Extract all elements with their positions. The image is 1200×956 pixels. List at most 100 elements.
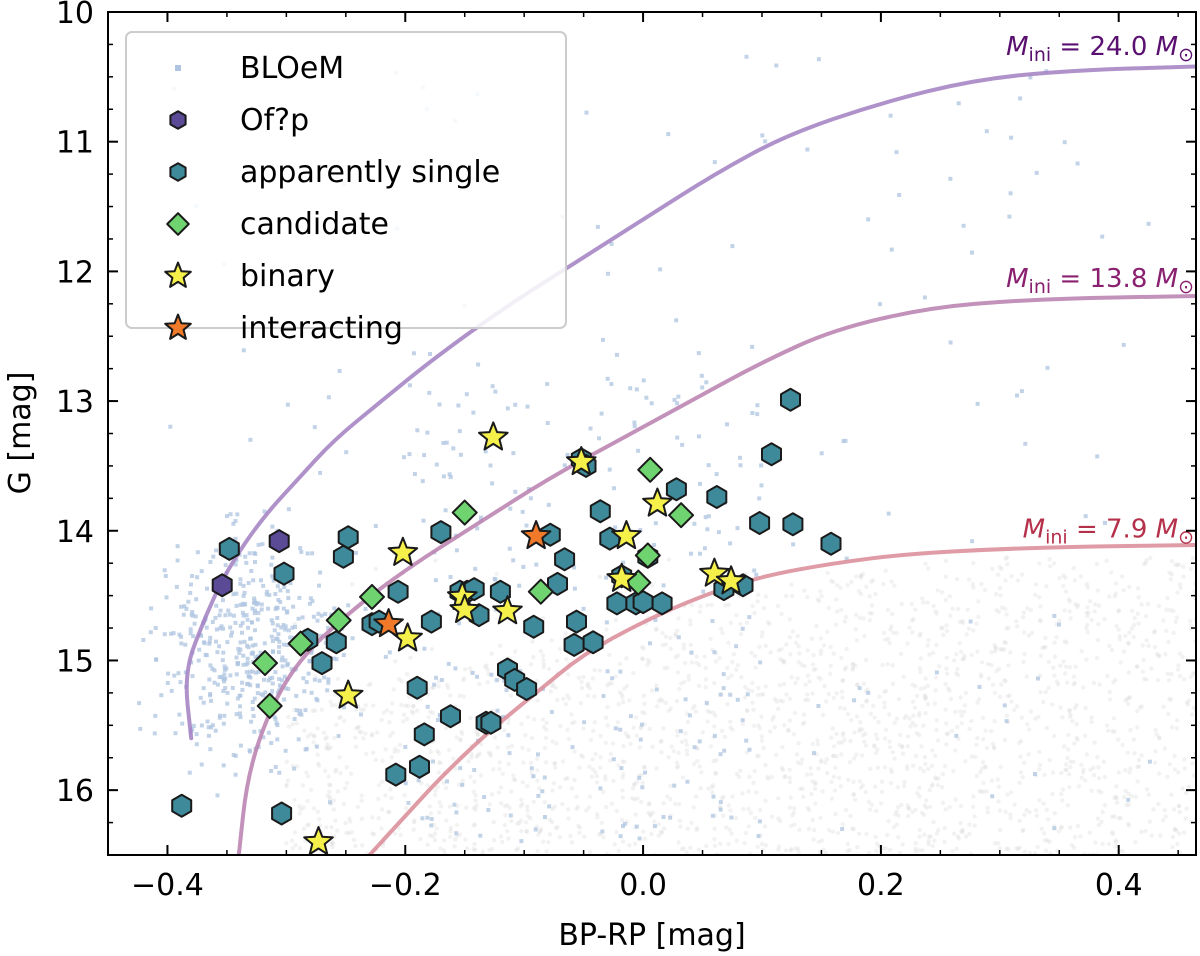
field-star-point (755, 692, 761, 698)
field-star-point (305, 798, 310, 804)
field-star-point (882, 689, 887, 695)
bloem-point (607, 467, 612, 472)
bloem-point (1100, 234, 1105, 239)
field-star-point (612, 856, 616, 860)
bloem-point (728, 541, 733, 546)
field-star-point (658, 696, 663, 702)
field-star-point (838, 784, 844, 789)
bloem-point (214, 603, 219, 608)
field-star-point (1187, 698, 1192, 703)
field-star-point (1144, 787, 1150, 792)
bloem-point (346, 603, 351, 608)
field-star-point (473, 807, 478, 812)
field-star-point (337, 755, 342, 760)
field-star-point (797, 651, 802, 656)
field-star-point (1042, 772, 1047, 778)
field-star-point (913, 607, 918, 612)
field-star-point (703, 685, 708, 690)
field-star-point (1135, 586, 1141, 591)
field-star-point (892, 583, 897, 588)
field-star-point (411, 827, 416, 832)
field-star-point (614, 829, 619, 835)
field-star-point (324, 825, 329, 830)
field-star-point (989, 729, 994, 734)
field-star-point (707, 864, 711, 868)
bloem-point (241, 583, 246, 588)
field-star-point (870, 578, 876, 583)
field-star-point (676, 616, 681, 621)
field-star-point (486, 750, 492, 755)
field-star-point (956, 836, 961, 841)
field-star-point (685, 826, 690, 831)
field-star-point (587, 764, 592, 769)
bloem-point (306, 671, 311, 676)
field-star-point (1063, 589, 1069, 594)
bloem-point (302, 689, 307, 694)
bloem-point (240, 680, 245, 685)
bloem-point (256, 542, 261, 547)
field-star-point (1064, 767, 1069, 772)
field-star-point (1046, 659, 1052, 665)
single-point (706, 485, 728, 509)
field-star-point (1175, 842, 1180, 847)
field-star-point (953, 748, 958, 753)
field-star-point (1164, 607, 1169, 612)
field-star-point (852, 730, 857, 735)
field-star-point (853, 663, 858, 668)
legend-marker-bloem (175, 65, 181, 71)
field-star-point (590, 757, 595, 762)
field-star-point (642, 836, 648, 841)
bloem-point (734, 644, 739, 649)
field-star-point (839, 740, 845, 745)
field-star-point (860, 733, 866, 738)
field-star-point (934, 727, 939, 733)
field-star-point (598, 765, 603, 770)
field-star-point (471, 789, 476, 794)
field-star-point (659, 830, 665, 835)
field-star-point (874, 841, 880, 846)
field-star-point (854, 638, 860, 643)
field-star-point (430, 710, 435, 716)
field-star-point (641, 829, 646, 834)
field-star-point (951, 831, 957, 836)
field-star-point (637, 863, 641, 867)
bloem-point (373, 524, 378, 528)
bloem-point (337, 369, 342, 373)
field-star-point (285, 778, 291, 783)
field-star-point (1081, 770, 1086, 775)
bloem-point (277, 677, 282, 682)
field-star-point (624, 683, 630, 689)
bloem-point (215, 682, 220, 687)
field-star-point (681, 646, 686, 651)
field-star-point (1139, 829, 1144, 835)
field-star-point (922, 832, 927, 837)
field-star-point (1118, 815, 1123, 821)
field-star-point (719, 796, 725, 801)
field-star-point (379, 779, 385, 784)
field-star-point (910, 618, 915, 623)
bloem-point (672, 783, 677, 788)
bloem-point (844, 556, 849, 561)
bloem-point (307, 659, 312, 664)
binary-point (606, 562, 637, 592)
field-star-point (464, 805, 469, 810)
field-star-point (1081, 685, 1086, 690)
field-star-point (811, 837, 816, 842)
bloem-point (540, 789, 545, 794)
field-star-point (1107, 689, 1113, 695)
field-star-point (892, 720, 897, 726)
field-star-point (947, 805, 952, 810)
field-star-point (471, 805, 477, 811)
field-star-point (453, 766, 458, 771)
field-star-point (1018, 754, 1023, 759)
field-star-point (683, 738, 688, 743)
bloem-point (277, 683, 282, 688)
field-star-point (915, 790, 920, 796)
bloem-point (280, 655, 285, 660)
field-star-point (985, 805, 990, 811)
single-point (651, 591, 673, 616)
bloem-point (456, 403, 461, 408)
bloem-point (248, 683, 253, 688)
bloem-point (250, 606, 255, 611)
